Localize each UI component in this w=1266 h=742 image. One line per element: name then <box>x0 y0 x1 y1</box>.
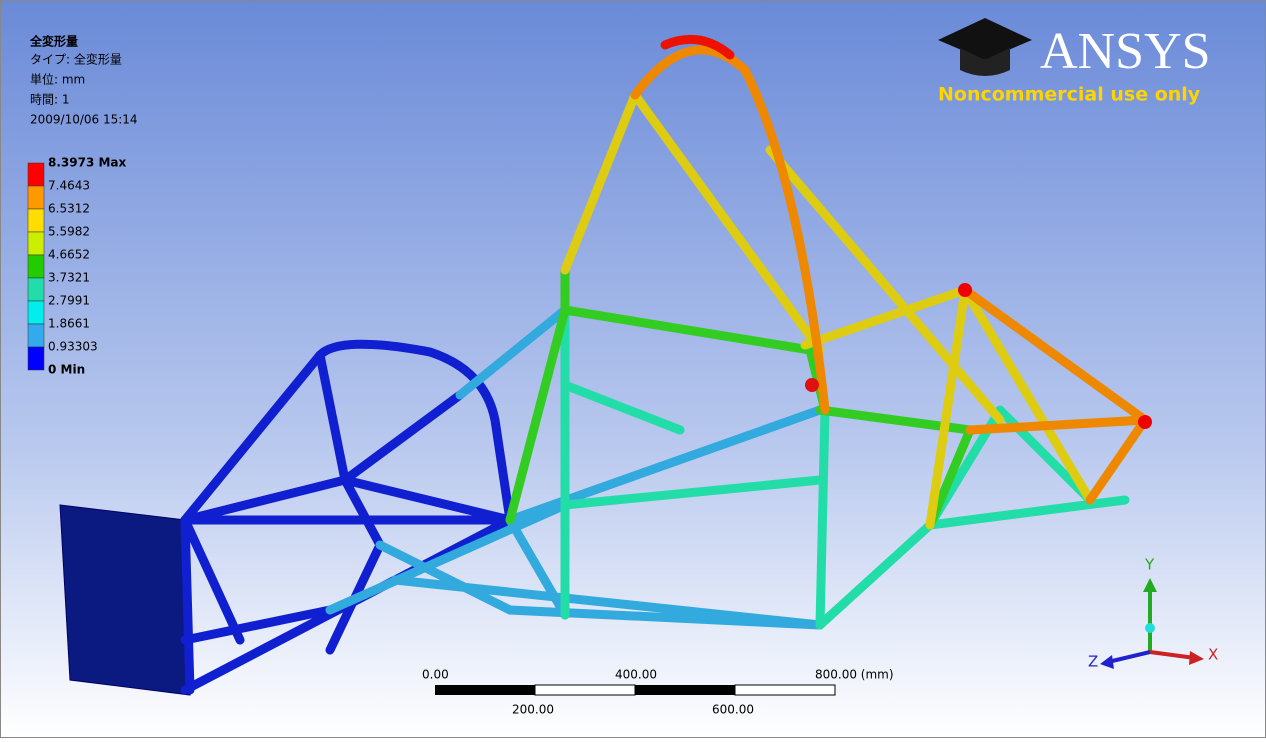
legend-swatch <box>28 209 44 232</box>
axis-z-label: Z <box>1088 653 1098 671</box>
axis-y-label: Y <box>1144 556 1155 574</box>
logo: ANSYS Noncommercial use only <box>938 18 1211 106</box>
legend-swatch <box>28 186 44 209</box>
scale-segment <box>435 685 535 695</box>
result-type: タイプ: 全変形量 <box>30 52 122 67</box>
viewport: 全変形量 タイプ: 全変形量 単位: mm 時間: 1 2009/10/06 1… <box>0 0 1266 738</box>
legend-label: 5.5982 <box>48 225 90 239</box>
node <box>1138 415 1152 429</box>
node <box>805 378 819 392</box>
legend-swatch <box>28 324 44 347</box>
scale-label: 200.00 <box>512 703 554 717</box>
legend-label: 6.5312 <box>48 202 90 216</box>
result-date: 2009/10/06 15:14 <box>30 113 138 127</box>
result-title: 全変形量 <box>29 34 78 49</box>
triad-center <box>1145 623 1155 633</box>
legend-label: 0 Min <box>48 363 85 377</box>
legend-label: 0.93303 <box>48 340 98 354</box>
axis-x-label: X <box>1208 646 1218 664</box>
result-unit: 単位: mm <box>30 72 85 87</box>
scale-label: 400.00 <box>615 668 657 682</box>
front-bulkhead <box>60 505 190 695</box>
scale-label: 600.00 <box>712 703 754 717</box>
legend-label: 4.6652 <box>48 248 90 262</box>
node <box>958 283 972 297</box>
legend-label: 8.3973 Max <box>48 156 127 170</box>
legend-swatch <box>28 278 44 301</box>
legend-swatch <box>28 163 44 186</box>
legend-swatch <box>28 255 44 278</box>
scale-segment <box>635 685 735 695</box>
legend-label: 2.7991 <box>48 294 90 308</box>
legend-swatch <box>28 232 44 255</box>
logo-note: Noncommercial use only <box>938 84 1201 106</box>
scale-segment <box>735 685 835 695</box>
scale-label: 800.00 (mm) <box>815 668 894 682</box>
scale-segment <box>535 685 635 695</box>
legend-swatch <box>28 301 44 324</box>
legend-label: 7.4643 <box>48 179 90 193</box>
scale-label: 0.00 <box>422 668 449 682</box>
legend-label: 3.7321 <box>48 271 90 285</box>
logo-brand: ANSYS <box>1040 23 1211 80</box>
result-time: 時間: 1 <box>30 93 70 107</box>
legend-swatch <box>28 347 44 370</box>
legend-label: 1.8661 <box>48 317 90 331</box>
